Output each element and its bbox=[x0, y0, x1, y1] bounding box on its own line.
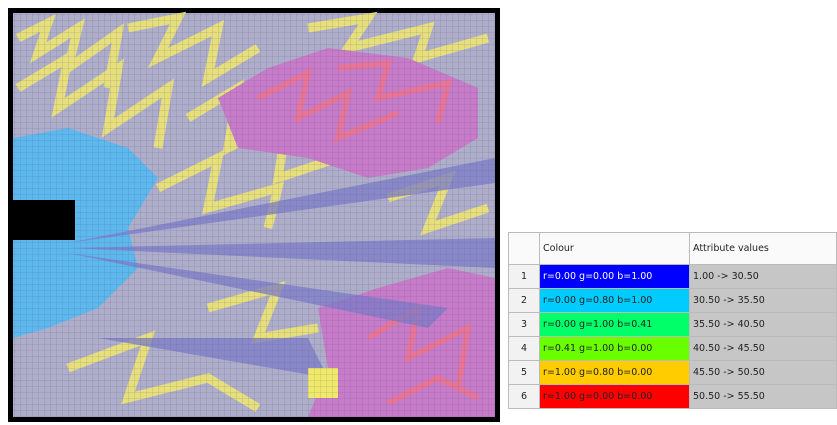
corner bbox=[508, 232, 540, 265]
row-index: 6 bbox=[508, 384, 540, 409]
header-cell: Colour bbox=[539, 232, 690, 265]
row: 6 r=1.00 g=0.00 b=0.00 50.50 -> 55.50 bbox=[508, 384, 837, 409]
colour-cell: r=1.00 g=0.00 b=0.00 bbox=[539, 384, 690, 409]
row-index: 5 bbox=[508, 360, 540, 385]
colour-table: Colour Attribute values 1 r=0.00 g=0.00 b… bbox=[508, 232, 837, 409]
row-index: 1 bbox=[508, 264, 540, 289]
header-cell: Attribute values bbox=[689, 232, 837, 265]
mesh-grid bbox=[13, 13, 495, 417]
row-index: 3 bbox=[508, 312, 540, 337]
row: 4 r=0.41 g=1.00 b=0.00 40.50 -> 45.50 bbox=[508, 336, 837, 361]
colour-cell: r=1.00 g=0.80 b=0.00 bbox=[539, 360, 690, 385]
value-cell: 1.00 -> 30.50 bbox=[689, 264, 837, 289]
header-row: Colour Attribute values bbox=[508, 232, 837, 265]
value-cell: 35.50 -> 40.50 bbox=[689, 312, 837, 337]
colour-cell: r=0.00 g=0.00 b=1.00 bbox=[539, 264, 690, 289]
row: 5 r=1.00 g=0.80 b=0.00 45.50 -> 50.50 bbox=[508, 360, 837, 385]
row-index: 2 bbox=[508, 288, 540, 313]
colour-cell: r=0.41 g=1.00 b=0.00 bbox=[539, 336, 690, 361]
value-cell: 40.50 -> 45.50 bbox=[689, 336, 837, 361]
black-block bbox=[13, 200, 75, 240]
colour-cell: r=0.00 g=1.00 b=0.41 bbox=[539, 312, 690, 337]
value-cell: 50.50 -> 55.50 bbox=[689, 384, 837, 409]
row: 3 r=0.00 g=1.00 b=0.41 35.50 -> 40.50 bbox=[508, 312, 837, 337]
value-cell: 45.50 -> 50.50 bbox=[689, 360, 837, 385]
colour-cell: r=0.00 g=0.80 b=1.00 bbox=[539, 288, 690, 313]
row: 2 r=0.00 g=0.80 b=1.00 30.50 -> 35.50 bbox=[508, 288, 837, 313]
value-cell: 30.50 -> 35.50 bbox=[689, 288, 837, 313]
row-index: 4 bbox=[508, 336, 540, 361]
row: 1 r=0.00 g=0.00 b=1.00 1.00 -> 30.50 bbox=[508, 264, 837, 289]
mesh-view bbox=[8, 8, 500, 422]
